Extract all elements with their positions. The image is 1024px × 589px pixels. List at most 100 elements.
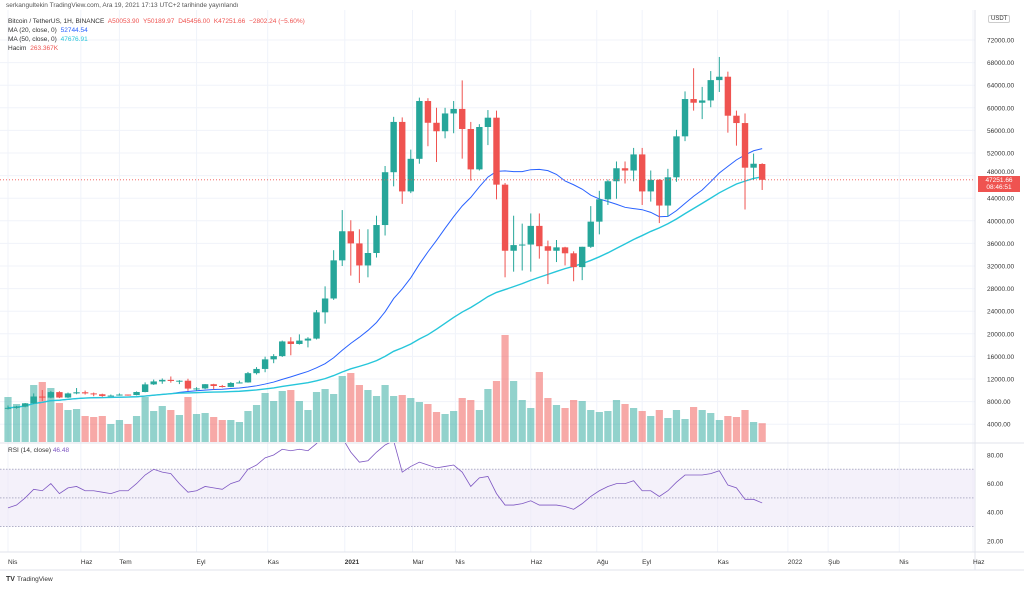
volume-label: Hacim <box>8 45 27 52</box>
candle-body <box>433 122 440 132</box>
time-axis-label: 2021 <box>345 559 360 566</box>
candle-body <box>339 231 346 261</box>
plot-background <box>0 10 1024 552</box>
price-axis-label: 8000.00 <box>987 399 1011 406</box>
price-axis-label: 12000.00 <box>987 377 1014 384</box>
candle-body <box>313 312 320 339</box>
price-axis-label: 20000.00 <box>987 331 1014 338</box>
ohlc-low: D45456.00 <box>178 18 211 25</box>
candle-body <box>544 246 552 251</box>
price-axis-label: 4000.00 <box>987 422 1011 429</box>
ma50-value: 47676.91 <box>60 36 88 43</box>
candle <box>21 403 29 408</box>
volume-bar <box>450 411 458 442</box>
candle-body <box>287 341 295 344</box>
candle <box>39 390 46 402</box>
volume-bar <box>441 414 449 442</box>
volume-bar <box>698 410 706 442</box>
candle <box>184 378 192 391</box>
candle-body <box>330 260 337 299</box>
candle-body <box>681 99 689 137</box>
candle-body <box>356 243 363 266</box>
candle <box>270 354 277 364</box>
time-axis-label: Mar <box>413 559 425 566</box>
candle-body <box>39 396 46 398</box>
candle-body <box>656 179 663 206</box>
volume-bar <box>107 424 115 442</box>
volume-bar <box>330 394 338 442</box>
candle <box>519 223 526 271</box>
time-axis-label: Nis <box>455 559 465 566</box>
candle-body <box>630 154 637 171</box>
candle-body <box>296 340 303 344</box>
ma20-legend[interactable]: MA (20, close, 0) 52744.54 <box>8 26 307 35</box>
volume-bar <box>407 398 415 442</box>
candle <box>279 340 286 357</box>
candle-body <box>399 121 406 192</box>
volume-bar <box>501 335 509 442</box>
candle-body <box>219 386 226 388</box>
volume-bar <box>4 397 12 442</box>
candle <box>407 149 414 194</box>
candle <box>698 86 706 120</box>
candle <box>261 356 269 373</box>
volume-value: 263.367K <box>30 45 59 52</box>
ma50-legend[interactable]: MA (50, close, 0) 47676.91 <box>8 35 307 44</box>
candle-body <box>690 99 697 103</box>
candle-body <box>613 168 620 182</box>
volume-bar <box>518 400 526 442</box>
price-axis-label: 32000.00 <box>987 264 1014 271</box>
candle-body <box>647 179 654 192</box>
volume-bar <box>64 410 72 442</box>
candle-body <box>698 100 706 103</box>
volume-bar <box>621 404 629 442</box>
price-axis-label: 64000.00 <box>987 83 1014 90</box>
candle <box>758 163 766 190</box>
candle-body <box>244 373 252 383</box>
candle-body <box>527 225 534 245</box>
candle-body <box>441 113 449 132</box>
candle <box>630 147 637 182</box>
ohlc-open: A50053.90 <box>107 18 140 25</box>
time-axis-label: Eyl <box>642 559 652 566</box>
volume-bar <box>552 405 561 442</box>
candle-body <box>459 108 466 129</box>
candle <box>133 391 140 396</box>
candle <box>99 393 106 397</box>
volume-bar <box>484 389 492 442</box>
candle <box>90 392 97 397</box>
candle-body <box>578 246 586 268</box>
currency-badge[interactable]: USDT <box>988 15 1011 23</box>
volume-bar <box>244 411 252 442</box>
volume-bar <box>424 404 432 442</box>
candle-body <box>261 359 269 369</box>
volume-bar <box>158 406 166 442</box>
volume-bar <box>287 390 295 442</box>
chart-legend: Bitcoin / TetherUS, 1H, BINANCE A50053.9… <box>8 17 307 53</box>
candle-body <box>150 381 157 385</box>
volume-bar <box>715 420 723 442</box>
tradingview-footer[interactable]: TV TradingView <box>6 576 53 583</box>
volume-bar <box>338 376 346 442</box>
symbol-name[interactable]: Bitcoin / TetherUS, 1H, BINANCE <box>8 18 105 25</box>
rsi-legend[interactable]: RSI (14, close) 46.48 <box>8 447 69 454</box>
volume-legend[interactable]: Hacim 263.367K <box>8 44 307 53</box>
candle-body <box>587 221 594 247</box>
candle <box>570 251 577 282</box>
candle-body <box>519 244 526 246</box>
volume-bar <box>30 385 38 442</box>
candle <box>313 310 320 340</box>
candle-body <box>304 338 312 341</box>
candle <box>561 246 569 266</box>
candle <box>476 124 483 171</box>
volume-bar <box>364 390 372 442</box>
candle <box>339 210 346 266</box>
candle <box>733 110 740 146</box>
candle-body <box>124 394 132 396</box>
volume-bar <box>612 400 621 442</box>
volume-bar <box>167 410 175 442</box>
candle <box>364 229 372 278</box>
candle-body <box>184 380 192 389</box>
rsi-axis-label: 60.00 <box>987 481 1004 488</box>
